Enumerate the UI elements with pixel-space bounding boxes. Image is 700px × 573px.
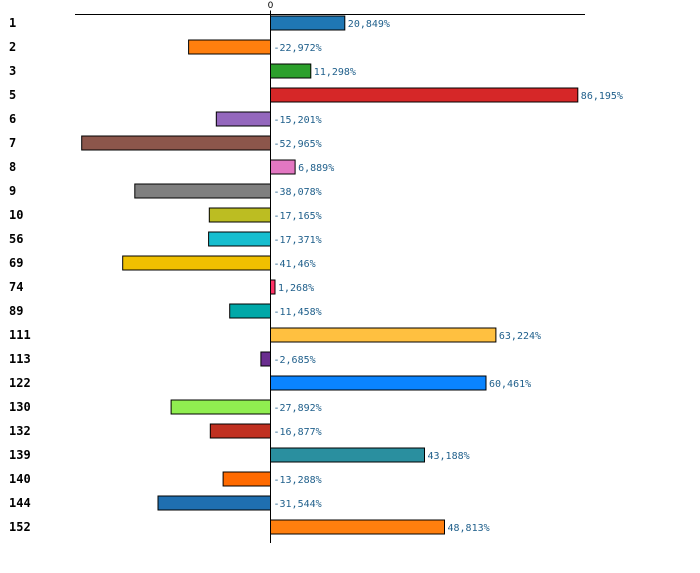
data-label: 6,889% — [298, 163, 334, 174]
category-label: 1 — [9, 16, 16, 30]
category-label: 132 — [9, 424, 31, 438]
category-label: 8 — [9, 160, 16, 174]
data-label: -52,965% — [274, 139, 322, 150]
category-label: 122 — [9, 376, 31, 390]
bar — [270, 375, 487, 391]
data-label: -11,458% — [274, 307, 322, 318]
data-label: -17,371% — [274, 235, 322, 246]
category-label: 89 — [9, 304, 23, 318]
bar — [270, 15, 346, 31]
bar — [208, 207, 272, 223]
data-label: 11,298% — [314, 67, 356, 78]
category-label: 152 — [9, 520, 31, 534]
bar — [81, 135, 271, 151]
bar — [157, 495, 271, 511]
data-label: -27,892% — [274, 403, 322, 414]
bar — [270, 87, 579, 103]
category-label: 130 — [9, 400, 31, 414]
category-label: 111 — [9, 328, 31, 342]
bar — [134, 183, 271, 199]
data-label: -13,288% — [274, 475, 322, 486]
data-label: 1,268% — [278, 283, 314, 294]
bar — [229, 303, 271, 319]
data-label: 86,195% — [581, 91, 623, 102]
bar — [222, 471, 272, 487]
category-label: 69 — [9, 256, 23, 270]
category-label: 6 — [9, 112, 16, 126]
data-label: 63,224% — [499, 331, 541, 342]
axis-layer: 0 — [75, 1, 585, 543]
data-label: 20,849% — [348, 19, 390, 30]
data-label: -16,877% — [274, 427, 322, 438]
category-label: 140 — [9, 472, 31, 486]
bar — [122, 255, 271, 271]
bar — [270, 63, 312, 79]
bar — [215, 111, 272, 127]
bar — [270, 447, 425, 463]
bar — [170, 399, 272, 415]
data-label: -41,46% — [274, 259, 316, 270]
category-label: 56 — [9, 232, 23, 246]
bar — [260, 351, 271, 367]
bar — [209, 423, 272, 439]
category-label: 113 — [9, 352, 31, 366]
data-label: -15,201% — [274, 115, 322, 126]
data-label: -31,544% — [274, 499, 322, 510]
data-label: -17,165% — [274, 211, 322, 222]
bar — [270, 159, 296, 175]
bar — [270, 519, 445, 535]
x-tick-label-zero: 0 — [268, 1, 274, 11]
category-label: 144 — [9, 496, 31, 510]
category-label: 5 — [9, 88, 16, 102]
category-label: 139 — [9, 448, 31, 462]
category-label: 10 — [9, 208, 23, 222]
bar — [270, 327, 497, 343]
category-label: 3 — [9, 64, 16, 78]
data-label: -22,972% — [274, 43, 322, 54]
data-label: 43,188% — [428, 451, 470, 462]
category-label: 2 — [9, 40, 16, 54]
labels-layer: 1 20,849% 2 -22,972% 3 11,298% 5 86,195% 6 -15,20… — [9, 16, 623, 534]
bars-layer — [81, 15, 579, 535]
bar — [208, 231, 272, 247]
data-label: -2,685% — [274, 355, 316, 366]
data-label: 60,461% — [489, 379, 531, 390]
category-label: 74 — [9, 280, 23, 294]
category-label: 9 — [9, 184, 16, 198]
data-label: 48,813% — [448, 523, 490, 534]
data-label: -38,078% — [274, 187, 322, 198]
category-label: 7 — [9, 136, 16, 150]
bar — [188, 39, 272, 55]
bar — [270, 279, 276, 295]
